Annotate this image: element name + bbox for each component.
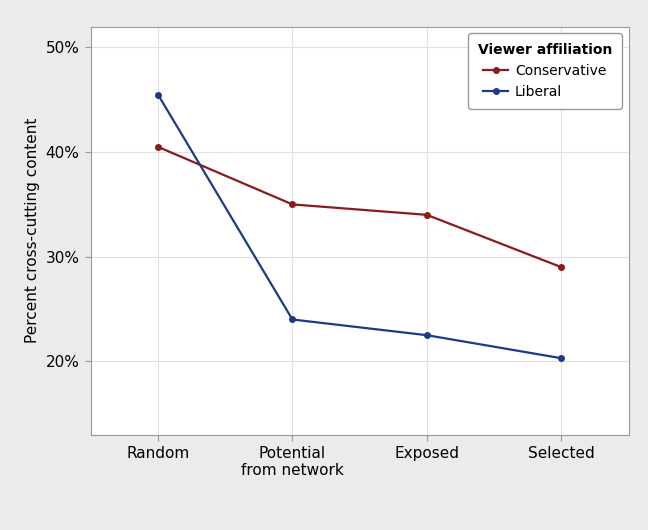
Line: Liberal: Liberal [155, 92, 564, 361]
Legend: Conservative, Liberal: Conservative, Liberal [468, 33, 621, 109]
Liberal [423, 332, 431, 338]
Liberal [154, 91, 162, 98]
Conservative [423, 211, 431, 218]
Line: Conservative: Conservative [155, 144, 564, 270]
Conservative [557, 264, 565, 270]
Conservative [154, 144, 162, 150]
Y-axis label: Percent cross-cutting content: Percent cross-cutting content [25, 118, 40, 343]
Conservative [288, 201, 296, 208]
Liberal [557, 355, 565, 361]
Liberal [288, 316, 296, 323]
